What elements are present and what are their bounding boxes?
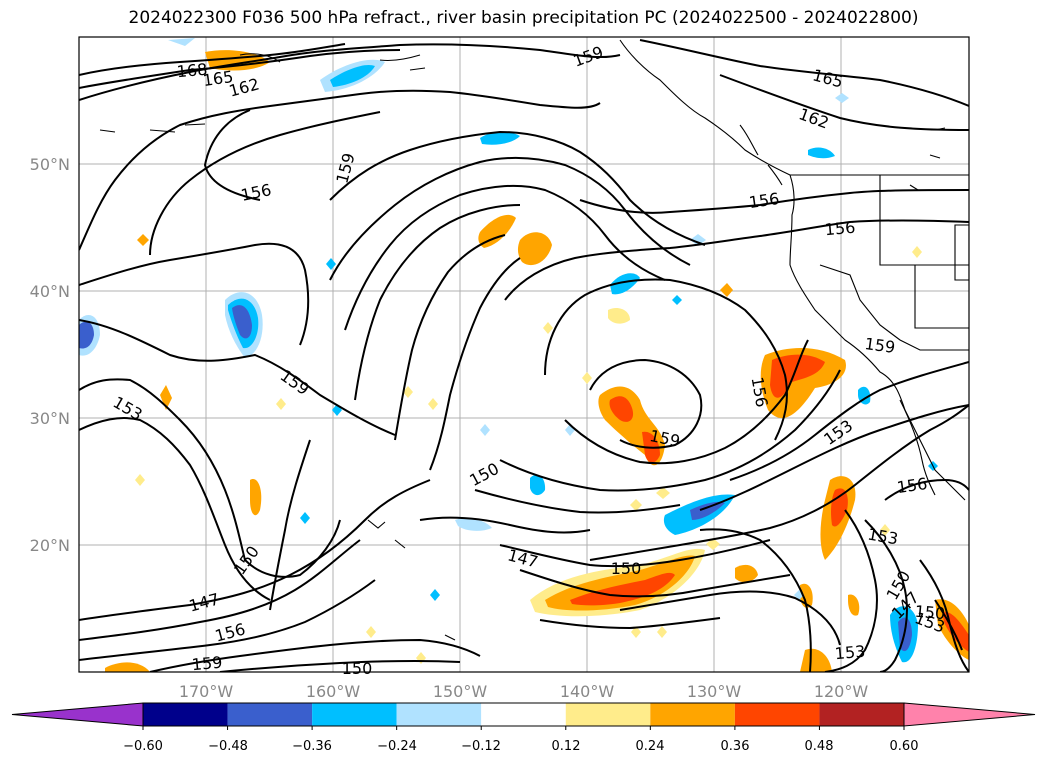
map-panel xyxy=(79,37,969,672)
lon-label: 140°W xyxy=(560,682,615,701)
colorbar-tick-label: −0.36 xyxy=(292,739,332,754)
colorbar xyxy=(11,702,1036,730)
colorbar-tick-label: −0.12 xyxy=(461,739,501,754)
latitude-labels: 50°N 40°N 30°N 20°N xyxy=(30,155,70,555)
lat-label: 20°N xyxy=(30,536,70,555)
coastlines xyxy=(99,39,969,641)
colorbar-tick-label: 0.48 xyxy=(805,739,834,754)
lon-label: 160°W xyxy=(306,682,361,701)
colorbar-tick-label: −0.60 xyxy=(123,739,163,754)
colorbar-swatch xyxy=(312,703,397,726)
colorbar-swatch xyxy=(565,703,651,726)
contour-label: 159 xyxy=(863,334,896,357)
colorbar-swatch xyxy=(481,703,566,726)
colorbar-tick-label: −0.24 xyxy=(377,739,417,754)
contour-label: 168 xyxy=(176,60,208,82)
colorbar-swatch xyxy=(143,703,228,726)
contour-label: 156 xyxy=(824,218,856,240)
colorbar-outline xyxy=(142,702,905,727)
colorbar-tick-label: 0.60 xyxy=(890,739,919,754)
colorbar-swatch xyxy=(819,703,904,726)
contour-label: 150 xyxy=(914,602,946,624)
colorbar-swatch xyxy=(227,703,313,726)
lat-label: 40°N xyxy=(30,282,70,301)
colorbar-swatch xyxy=(650,703,735,726)
colorbar-tick-labels: −0.60 −0.48 −0.36 −0.24 −0.12 0.12 0.24 … xyxy=(123,739,918,754)
colorbar-tick-label: 0.36 xyxy=(721,739,750,754)
lon-label: 150°W xyxy=(433,682,488,701)
map-frame xyxy=(78,36,970,673)
colorbar-extend-low xyxy=(11,702,144,727)
map-title: 2024022300 F036 500 hPa refract., river … xyxy=(128,8,919,28)
contour-label: 153 xyxy=(834,642,866,664)
contour-label: 150 xyxy=(611,559,642,578)
colorbar-tick-label: 0.12 xyxy=(552,739,581,754)
lon-label: 130°W xyxy=(687,682,742,701)
colorbar-tick-label: −0.48 xyxy=(208,739,248,754)
contour-label: 150 xyxy=(342,659,373,678)
gridlines xyxy=(79,37,969,672)
contour-label: 156 xyxy=(896,474,929,497)
contour-label: 156 xyxy=(748,189,781,212)
colorbar-tick-label: 0.24 xyxy=(636,739,665,754)
lon-label: 170°W xyxy=(179,682,234,701)
lat-label: 50°N xyxy=(30,155,70,174)
colorbar-swatch xyxy=(396,703,482,726)
longitude-labels: 170°W 160°W 150°W 140°W 130°W 120°W xyxy=(179,682,869,701)
contour-label: 159 xyxy=(191,653,223,675)
lon-label: 120°W xyxy=(814,682,869,701)
colorbar-swatch xyxy=(734,703,820,726)
colorbar-extend-high xyxy=(903,702,1036,727)
refractivity-contours xyxy=(79,39,969,672)
contour-label: 165 xyxy=(202,67,235,90)
lat-label: 30°N xyxy=(30,409,70,428)
